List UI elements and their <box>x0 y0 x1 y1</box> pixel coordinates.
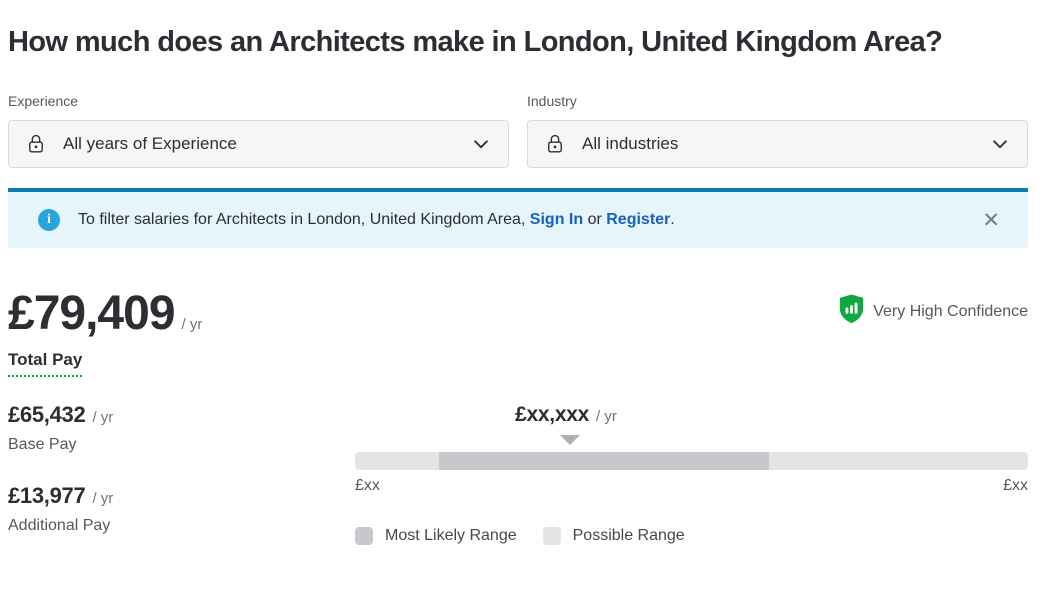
base-pay-label: Base Pay <box>8 436 77 453</box>
base-pay-value: £65,432 <box>8 402 86 427</box>
industry-select-value: All industries <box>582 134 679 153</box>
total-pay-period: / yr <box>181 316 203 333</box>
total-pay-value: £79,409 <box>8 287 176 340</box>
range-estimate-period: / yr <box>595 408 617 425</box>
most-likely-range-bar <box>439 452 769 470</box>
industry-label: Industry <box>527 93 577 109</box>
confidence-badge: Very High Confidence <box>838 294 1028 329</box>
total-pay-row: £79,409 / yr Very High Confidence <box>8 288 1028 340</box>
close-icon[interactable]: ✕ <box>978 206 1004 235</box>
additional-pay-block: £13,977 / yr Additional Pay <box>8 484 355 535</box>
legend-possible-label: Possible Range <box>572 527 685 544</box>
experience-select-value: All years of Experience <box>63 134 237 153</box>
additional-pay-label: Additional Pay <box>8 517 111 534</box>
possible-range-bar <box>355 452 1028 470</box>
total-pay-amount: £79,409 / yr <box>8 288 202 340</box>
banner-text-conjunction: or <box>583 211 607 228</box>
filters-row: Experience All years of Experience <box>8 93 1028 168</box>
range-pointer-icon <box>559 435 580 445</box>
most-likely-swatch-icon <box>355 527 373 545</box>
industry-select[interactable]: All industries <box>527 120 1028 168</box>
chevron-down-icon <box>989 133 1011 155</box>
additional-pay-value: £13,977 <box>8 483 86 508</box>
pay-breakdown-column: £65,432 / yr Base Pay £13,977 / yr Addit… <box>8 403 355 545</box>
range-axis-labels: £xx £xx <box>355 477 1028 495</box>
sign-in-link[interactable]: Sign In <box>529 211 584 228</box>
range-max-label: £xx <box>1003 477 1028 494</box>
total-pay-label[interactable]: Total Pay <box>8 350 83 377</box>
legend-most-likely-label: Most Likely Range <box>385 527 517 544</box>
range-estimate-value: £xx,xxx <box>515 403 589 426</box>
page-title: How much does an Architects make in Lond… <box>8 26 943 58</box>
range-min-label: £xx <box>355 477 380 494</box>
lock-icon <box>544 132 566 156</box>
pay-breakdown-section: £65,432 / yr Base Pay £13,977 / yr Addit… <box>8 403 1028 545</box>
salary-range-chart: £xx,xxx / yr £xx £xx Most Likely Range P… <box>355 403 1028 545</box>
confidence-label: Very High Confidence <box>873 302 1028 320</box>
banner-text-prefix: To filter salaries for Architects in Lon… <box>78 211 530 228</box>
experience-select[interactable]: All years of Experience <box>8 120 509 168</box>
base-pay-block: £65,432 / yr Base Pay <box>8 403 355 454</box>
legend-most-likely: Most Likely Range <box>355 527 517 545</box>
industry-filter: Industry All industries <box>527 93 1028 168</box>
chevron-down-icon <box>470 133 492 155</box>
sign-in-banner: i To filter salaries for Architects in L… <box>8 188 1028 248</box>
range-estimate: £xx,xxx / yr <box>515 403 1028 427</box>
experience-label: Experience <box>8 93 79 109</box>
additional-pay-period: / yr <box>92 490 114 507</box>
base-pay-period: / yr <box>92 409 114 426</box>
banner-text: To filter salaries for Architects in Lon… <box>78 211 675 229</box>
banner-text-suffix: . <box>670 211 675 228</box>
info-icon: i <box>38 209 60 231</box>
bar-chart-shield-icon <box>838 294 865 329</box>
register-link[interactable]: Register <box>606 211 671 228</box>
legend-possible: Possible Range <box>542 527 685 545</box>
lock-icon <box>25 132 47 156</box>
range-legend: Most Likely Range Possible Range <box>355 527 1028 545</box>
salary-page: How much does an Architects make in Lond… <box>8 26 1028 545</box>
experience-filter: Experience All years of Experience <box>8 93 509 168</box>
possible-swatch-icon <box>542 527 561 545</box>
